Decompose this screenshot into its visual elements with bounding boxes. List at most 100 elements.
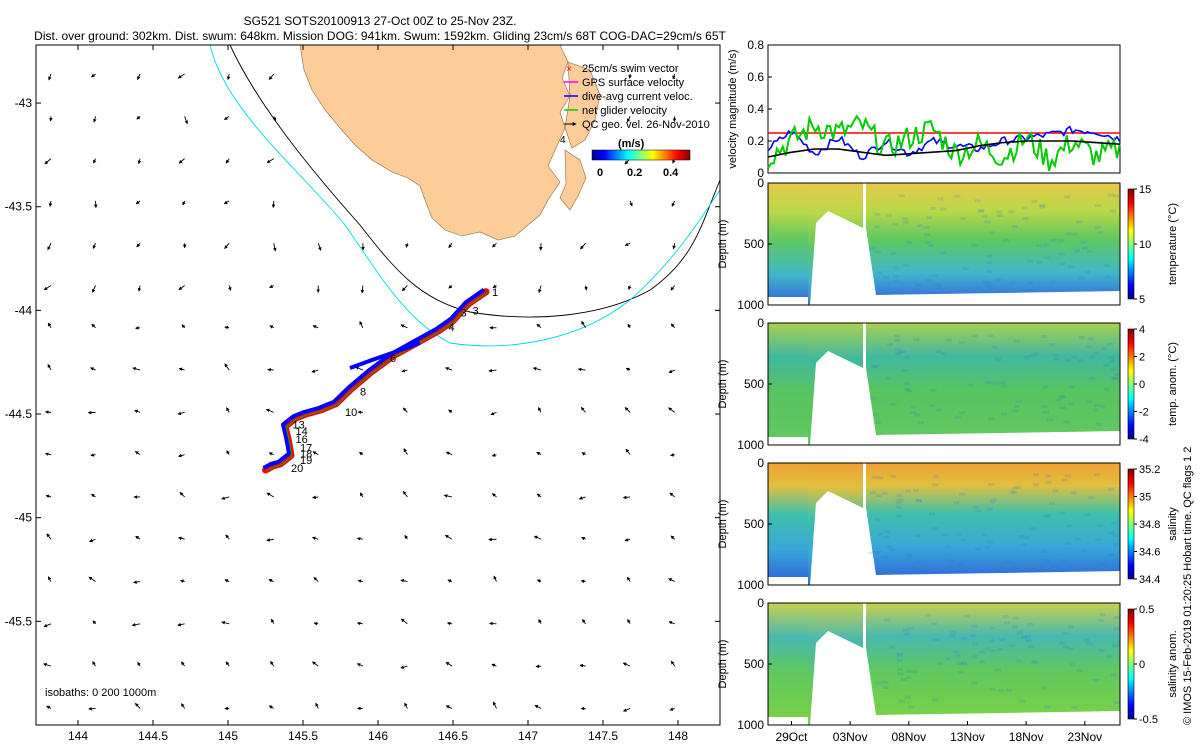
section-data-main <box>866 463 1120 575</box>
section-texture <box>901 369 908 372</box>
section-texture <box>1033 352 1040 356</box>
section-texture <box>1074 249 1080 253</box>
current-vector <box>538 285 542 294</box>
section-texture <box>1040 686 1047 690</box>
section-texture <box>1111 376 1118 380</box>
section-texture <box>1099 404 1106 408</box>
section-texture <box>991 498 997 502</box>
current-vector <box>45 494 52 499</box>
current-vector <box>629 200 633 207</box>
section-texture <box>940 207 947 211</box>
section-colorbar <box>1127 188 1135 300</box>
track-branch <box>349 341 421 370</box>
section-texture <box>937 197 944 201</box>
section-texture <box>893 275 900 279</box>
section-texture <box>999 638 1006 641</box>
section-texture <box>960 538 967 542</box>
current-vector <box>315 702 319 709</box>
section-texture <box>1011 225 1018 228</box>
section-texture <box>1080 240 1087 244</box>
current-vector <box>137 73 141 81</box>
section-texture <box>1059 395 1066 399</box>
current-vector <box>93 116 97 123</box>
section-texture <box>1081 548 1088 552</box>
current-vector <box>269 325 274 329</box>
section-texture <box>872 413 879 417</box>
velocity-ytick-label: 0.2 <box>747 134 764 148</box>
section-texture <box>906 675 912 679</box>
section-texture <box>1023 536 1030 540</box>
section-texture <box>1013 616 1020 620</box>
velocity-ytick-label: 0 <box>757 166 764 180</box>
day-label: 10 <box>345 407 357 419</box>
section-texture <box>909 410 916 414</box>
section-texture <box>905 489 912 493</box>
section-texture <box>1059 511 1066 515</box>
section-texture <box>1096 423 1103 426</box>
section-texture <box>1030 660 1037 664</box>
section-panels: 0 500 1000 Depth (m) 15 10 5 temperature (°C) 0 5… <box>717 176 1179 732</box>
current-vector <box>178 285 185 291</box>
current-vector <box>359 492 364 498</box>
current-vector <box>402 407 408 413</box>
current-vector <box>577 367 586 372</box>
current-vector <box>91 73 96 78</box>
section-texture <box>1055 398 1062 402</box>
section-texture <box>896 493 903 497</box>
section-texture <box>986 254 993 258</box>
section-texture <box>1112 377 1119 380</box>
current-vector <box>317 243 322 251</box>
current-vector <box>670 453 675 457</box>
legend-label: dive-avg current veloc. <box>582 91 693 103</box>
day-label: 20 <box>291 463 303 475</box>
current-vector <box>356 663 364 667</box>
section-texture <box>1092 679 1099 682</box>
section-texture <box>1093 403 1100 407</box>
current-vector <box>91 493 96 498</box>
section-texture <box>1041 549 1048 553</box>
section-texture <box>910 405 917 409</box>
section-texture <box>902 628 909 632</box>
current-vector <box>46 533 52 540</box>
current-vector <box>443 494 453 498</box>
section-texture <box>1035 244 1042 248</box>
section-texture <box>986 285 993 289</box>
map-ytick-label: -44.5 <box>5 407 33 421</box>
section-texture <box>924 233 931 236</box>
section-texture <box>1068 265 1075 269</box>
current-vector <box>178 536 185 541</box>
current-vector <box>536 493 542 498</box>
colorbar-label: temperature (°C) <box>1167 203 1179 285</box>
depth-tick-label: 500 <box>744 517 764 531</box>
section-texture <box>896 654 903 658</box>
section-texture <box>1046 418 1053 422</box>
current-vector <box>491 493 497 498</box>
colorbar-tick-0: 0 <box>597 167 603 179</box>
legend-label: GPS surface velocity <box>582 77 685 89</box>
section-texture <box>1064 474 1071 478</box>
section-texture <box>1027 623 1034 627</box>
section-texture <box>985 381 992 385</box>
section-texture <box>986 270 993 274</box>
section-texture <box>954 415 961 419</box>
section-texture <box>923 225 930 229</box>
section-data-shallow <box>808 323 863 445</box>
current-vector <box>580 242 586 250</box>
section-texture <box>902 263 909 267</box>
net-velocity-track <box>266 292 488 472</box>
section-texture <box>892 266 899 270</box>
section-texture <box>989 500 996 504</box>
current-vector <box>490 411 497 416</box>
section-texture <box>989 649 996 653</box>
day-label: 17 <box>300 442 312 454</box>
current-vector <box>135 200 141 205</box>
current-vector <box>357 579 363 583</box>
current-vector <box>405 243 409 248</box>
current-vector <box>580 579 586 584</box>
current-vector <box>179 491 185 498</box>
colorbar-tick-label: -2 <box>1139 407 1149 419</box>
section-texture <box>882 686 889 689</box>
velocity-ytick-label: 0.4 <box>747 102 764 116</box>
section-texture <box>1068 385 1075 389</box>
